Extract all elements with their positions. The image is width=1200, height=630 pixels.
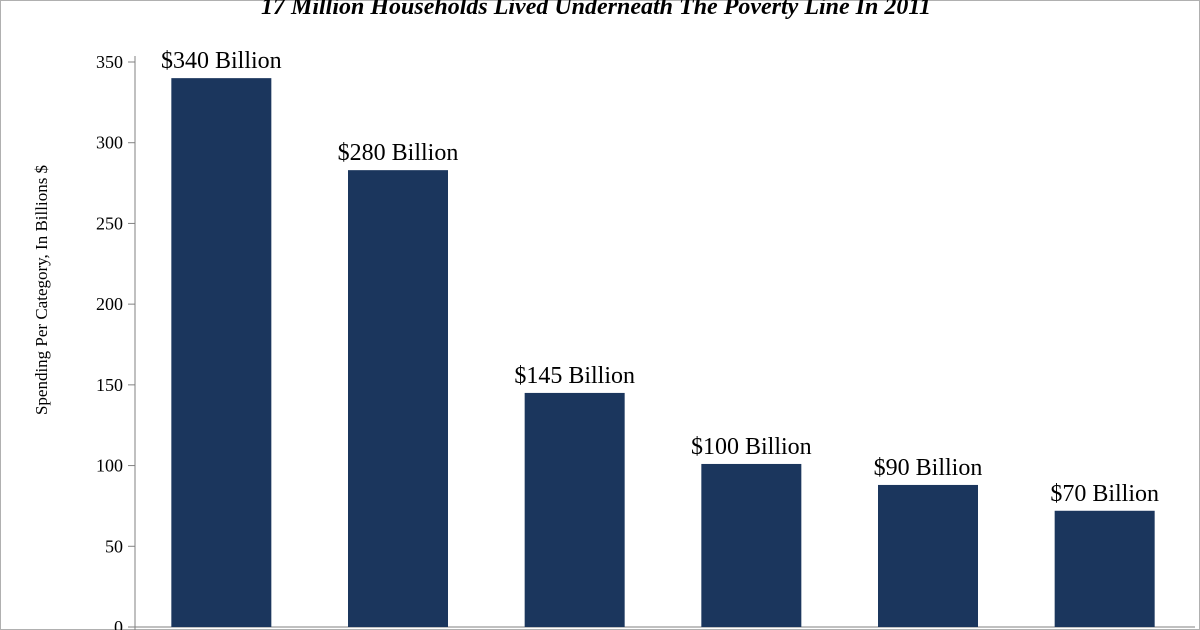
y-axis: 0 50 100 150 200 250 300 350 xyxy=(96,52,1195,630)
data-labels: $340 Billion $280 Billion $145 Billion $100… xyxy=(161,48,1159,507)
bar xyxy=(701,463,802,627)
y-tick-label: 200 xyxy=(96,294,123,314)
bar-value-label: $70 Billion xyxy=(1050,481,1159,507)
bar-value-label: $90 Billion xyxy=(874,455,983,481)
bar-value-label: $280 Billion xyxy=(338,140,459,166)
y-tick-label: 100 xyxy=(96,456,123,476)
bar xyxy=(878,484,978,627)
bars xyxy=(171,78,1155,627)
bar xyxy=(524,392,625,627)
bar xyxy=(348,170,448,627)
y-tick-label: 150 xyxy=(96,375,123,395)
bar xyxy=(171,78,272,627)
chart-title: 17 Million Households Lived Underneath T… xyxy=(261,0,931,20)
y-tick-label: 250 xyxy=(96,213,123,233)
y-tick-label: 0 xyxy=(114,617,123,630)
y-tick-label: 50 xyxy=(105,536,123,556)
bar-value-label: $340 Billion xyxy=(161,48,282,74)
bar-value-label: $100 Billion xyxy=(691,434,812,460)
bar-value-label: $145 Billion xyxy=(514,363,635,389)
y-tick-label: 300 xyxy=(96,133,123,153)
y-axis-label: Spending Per Category, In Billions $ xyxy=(32,165,51,415)
y-tick-label: 350 xyxy=(96,52,123,72)
bar xyxy=(1054,510,1155,627)
